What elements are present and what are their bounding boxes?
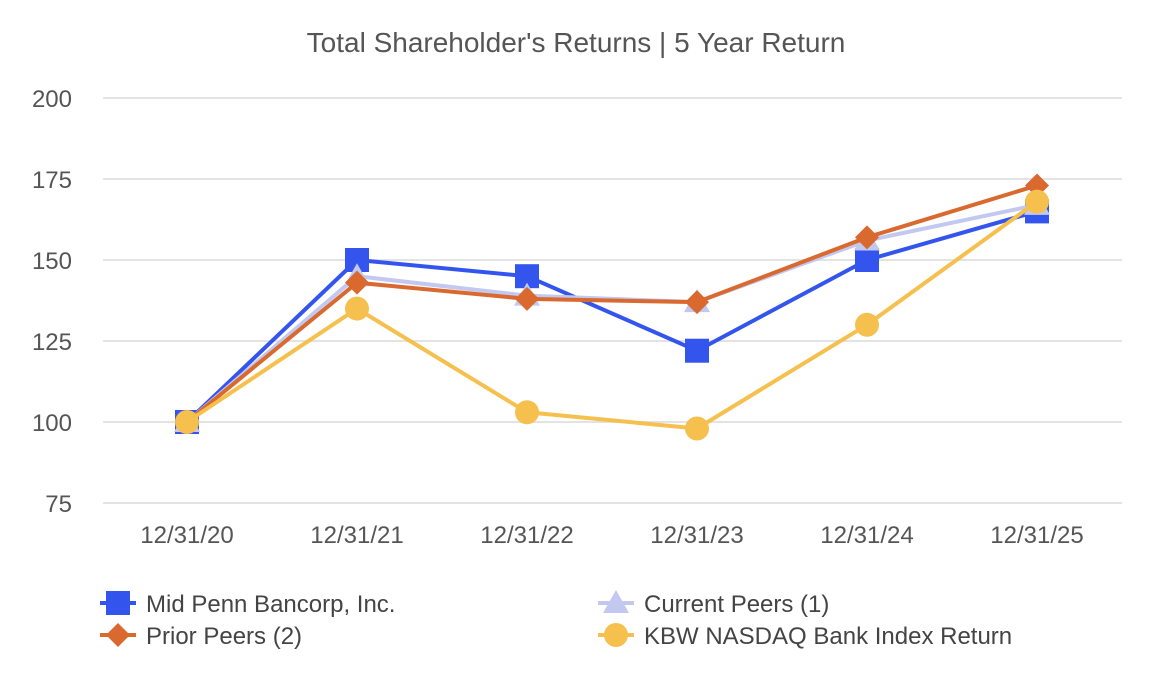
legend-marker — [603, 590, 629, 613]
legend: Mid Penn Bancorp, Inc. Current Peers (1) P… — [100, 590, 1012, 650]
chart-title: Total Shareholder's Returns | 5 Year Ret… — [307, 27, 846, 58]
y-tick-label: 100 — [32, 410, 72, 437]
x-tick-label: 12/31/25 — [990, 522, 1083, 549]
x-tick-label: 12/31/24 — [820, 522, 913, 549]
data-point — [855, 248, 879, 272]
legend-marker — [604, 623, 628, 647]
legend-label: Prior Peers (2) — [146, 623, 302, 650]
series-square — [175, 199, 1049, 434]
data-point — [855, 225, 879, 250]
data-point — [345, 270, 369, 295]
legend-item: Mid Penn Bancorp, Inc. — [100, 591, 395, 618]
legend-label: Mid Penn Bancorp, Inc. — [146, 591, 395, 618]
series-group — [174, 173, 1050, 441]
legend-label: Current Peers (1) — [644, 591, 829, 618]
series-line — [185, 183, 1038, 424]
y-tick-label: 125 — [32, 329, 72, 356]
series-line — [185, 200, 1039, 431]
data-point — [1025, 189, 1049, 214]
x-tick-label: 12/31/21 — [310, 522, 403, 549]
data-point — [685, 290, 709, 315]
legend-marker — [106, 591, 130, 615]
data-point — [175, 410, 199, 434]
series-diamond — [175, 173, 1049, 434]
y-tick-label: 75 — [45, 491, 72, 518]
y-axis-ticks: 75 100 125 150 175 200 — [32, 86, 72, 518]
data-point — [685, 416, 709, 441]
series-line — [185, 209, 1038, 424]
x-tick-label: 12/31/20 — [140, 522, 233, 549]
series-circle — [175, 189, 1049, 441]
legend-marker — [106, 623, 130, 647]
x-axis-ticks: 12/31/20 12/31/21 12/31/22 12/31/23 12/31/24… — [140, 522, 1083, 549]
legend-item: KBW NASDAQ Bank Index Return — [598, 623, 1012, 650]
x-tick-label: 12/31/22 — [480, 522, 573, 549]
y-tick-label: 150 — [32, 248, 72, 275]
data-point — [345, 296, 369, 321]
y-tick-label: 175 — [32, 167, 72, 194]
x-tick-label: 12/31/23 — [650, 522, 743, 549]
data-point — [685, 338, 709, 363]
legend-item: Prior Peers (2) — [100, 623, 302, 650]
data-point — [515, 286, 539, 311]
y-tick-label: 200 — [32, 86, 72, 113]
data-point — [855, 312, 879, 337]
legend-label: KBW NASDAQ Bank Index Return — [644, 623, 1012, 650]
legend-item: Current Peers (1) — [598, 590, 829, 618]
data-point — [515, 400, 539, 425]
